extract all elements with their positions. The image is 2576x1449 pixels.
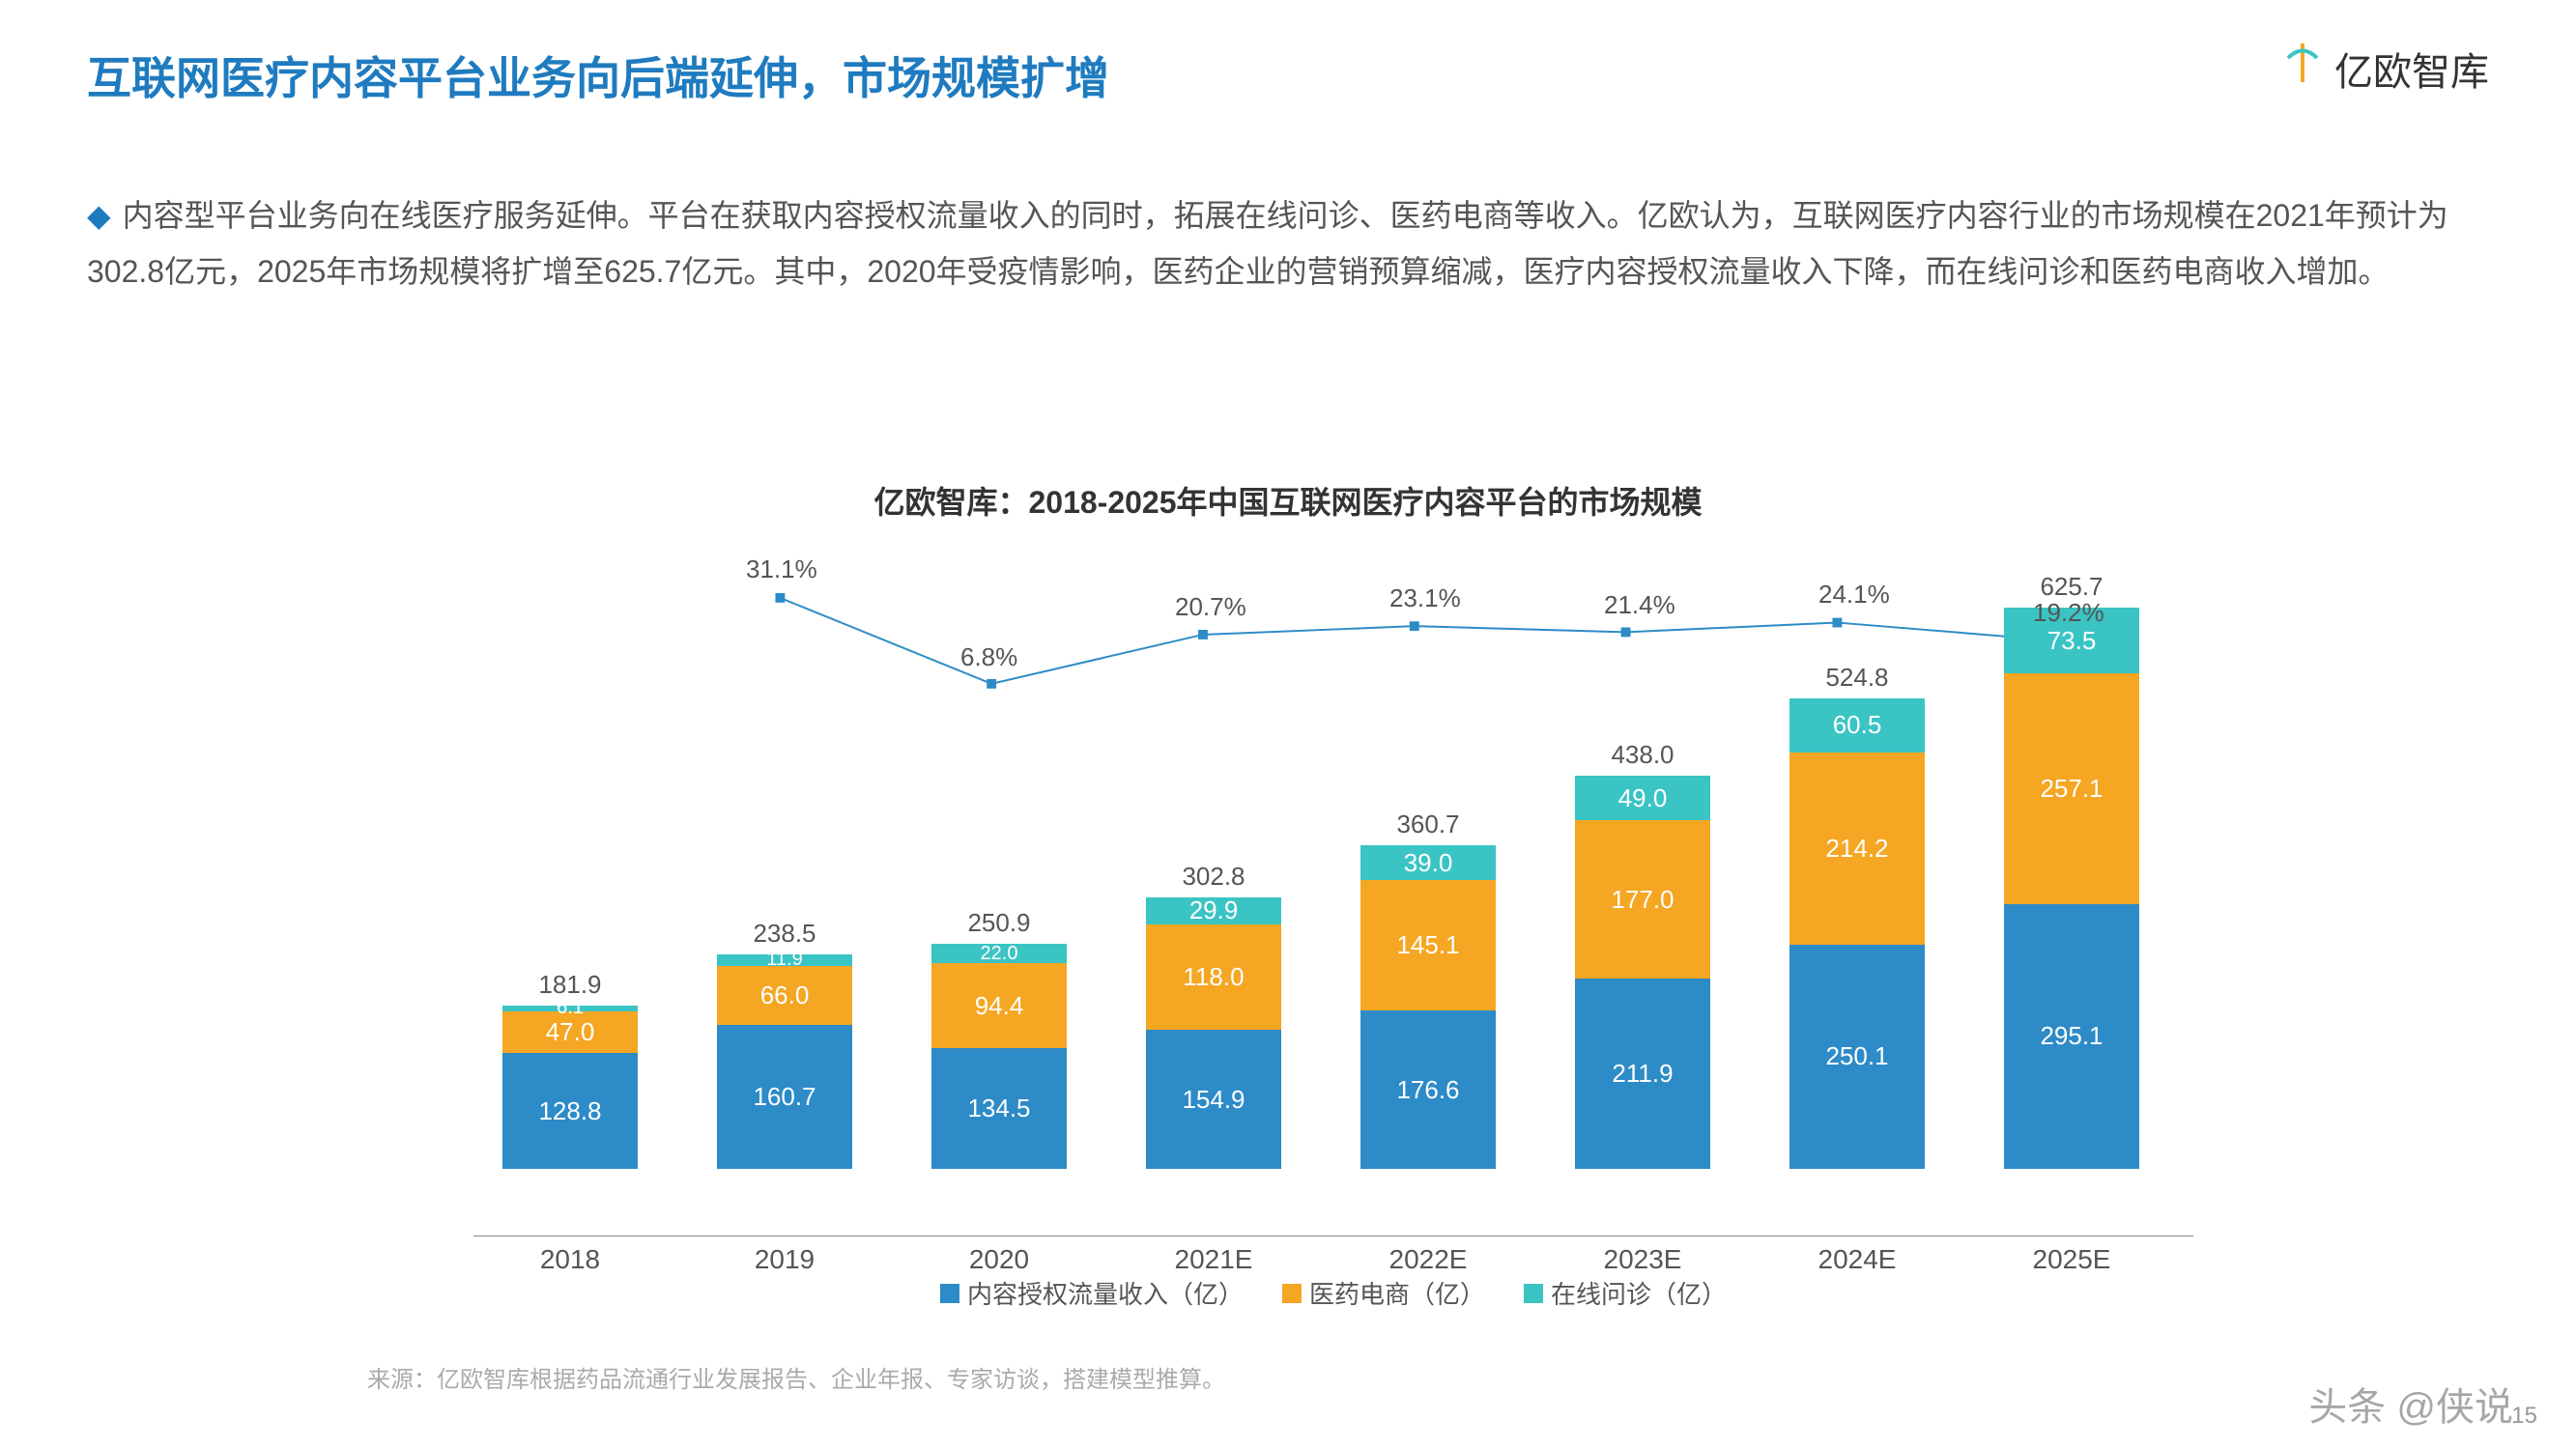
line-value-label: 24.1% [1818, 580, 1890, 610]
chart-title: 亿欧智库：2018-2025年中国互联网医疗内容平台的市场规模 [873, 478, 1702, 523]
x-axis-label: 2022E [1331, 1244, 1525, 1275]
line-marker [987, 679, 996, 689]
bar-segment: 145.1 [1360, 880, 1496, 1010]
bar-total-label: 360.7 [1360, 810, 1496, 839]
bar-group: 154.9118.029.9302.8 [1146, 897, 1281, 1169]
bar-segment: 295.1 [2004, 904, 2139, 1169]
line-value-label: 20.7% [1175, 592, 1246, 622]
bar-segment: 66.0 [717, 966, 852, 1025]
line-marker [775, 593, 785, 603]
x-axis-label: 2021E [1117, 1244, 1310, 1275]
bar-group: 211.9177.049.0438.0 [1575, 776, 1710, 1169]
bar-segment: 94.4 [931, 963, 1067, 1048]
line-marker [1832, 618, 1842, 628]
body-text: ◆内容型平台业务向在线医疗服务延伸。平台在获取内容授权流量收入的同时，拓展在线问… [87, 188, 2489, 299]
bar-segment: 134.5 [931, 1048, 1067, 1169]
bar-total-label: 181.9 [502, 970, 638, 1000]
line-value-label: 23.1% [1389, 583, 1461, 613]
bar-segment: 128.8 [502, 1053, 638, 1169]
bar-group: 134.594.422.0250.9 [931, 944, 1067, 1169]
line-value-label: 31.1% [746, 554, 817, 584]
plot-area: 128.847.06.1181.9160.766.011.9238.5134.5… [473, 541, 2193, 1236]
line-marker [1198, 630, 1208, 639]
bar-segment: 176.6 [1360, 1010, 1496, 1169]
legend-item: 在线问诊（亿） [1524, 1275, 1727, 1311]
x-axis-label: 2018 [473, 1244, 667, 1275]
bar-total-label: 524.8 [1789, 663, 1925, 693]
bar-segment: 29.9 [1146, 897, 1281, 924]
bar-segment: 160.7 [717, 1025, 852, 1169]
x-axis-label: 2024E [1760, 1244, 1954, 1275]
bar-segment: 250.1 [1789, 945, 1925, 1169]
bar-segment: 154.9 [1146, 1030, 1281, 1169]
legend-item: 医药电商（亿） [1282, 1275, 1485, 1311]
legend-swatch [940, 1284, 959, 1303]
bar-segment: 118.0 [1146, 924, 1281, 1031]
bar-segment: 39.0 [1360, 845, 1496, 880]
watermark: 头条 @侠说 [2308, 1376, 2513, 1432]
bar-group: 176.6145.139.0360.7 [1360, 845, 1496, 1169]
bar-group: 250.1214.260.5524.8 [1789, 698, 1925, 1169]
x-axis-label: 2025E [1975, 1244, 2168, 1275]
line-marker [1410, 621, 1419, 631]
legend-label: 医药电商（亿） [1309, 1275, 1485, 1311]
bar-total-label: 250.9 [931, 908, 1067, 938]
bar-total-label: 302.8 [1146, 862, 1281, 892]
line-value-label: 6.8% [960, 642, 1017, 672]
logo-text: 亿欧智库 [2334, 41, 2489, 97]
legend-label: 在线问诊（亿） [1551, 1275, 1727, 1311]
line-value-label: 19.2% [2033, 598, 2104, 628]
bar-group: 295.1257.173.5625.7 [2004, 608, 2139, 1169]
legend: 内容授权流量收入（亿） 医药电商（亿） 在线问诊（亿） [940, 1275, 1727, 1311]
legend-swatch [1282, 1284, 1302, 1303]
bar-segment: 257.1 [2004, 673, 2139, 904]
bar-segment: 11.9 [717, 954, 852, 965]
source-text: 来源：亿欧智库根据药品流通行业发展报告、企业年报、专家访谈，搭建模型推算。 [367, 1360, 1225, 1394]
bar-segment: 22.0 [931, 944, 1067, 963]
legend-label: 内容授权流量收入（亿） [967, 1275, 1244, 1311]
x-axis-label: 2019 [688, 1244, 881, 1275]
chart: 128.847.06.1181.9160.766.011.9238.5134.5… [473, 541, 2193, 1304]
line-marker [1621, 627, 1631, 637]
bar-segment: 6.1 [502, 1006, 638, 1011]
bar-segment: 60.5 [1789, 698, 1925, 753]
bar-segment: 177.0 [1575, 820, 1710, 979]
bar-total-label: 438.0 [1575, 740, 1710, 770]
x-axis-label: 2023E [1546, 1244, 1739, 1275]
bar-segment: 211.9 [1575, 979, 1710, 1169]
logo: 亿欧智库 [2278, 39, 2489, 98]
bar-group: 128.847.06.1181.9 [502, 1006, 638, 1169]
legend-swatch [1524, 1284, 1543, 1303]
bar-segment: 49.0 [1575, 776, 1710, 820]
title-area: 互联网医疗内容平台业务向后端延伸，市场规模扩增 [87, 43, 1109, 107]
body-paragraph: 内容型平台业务向在线医疗服务延伸。平台在获取内容授权流量收入的同时，拓展在线问诊… [87, 198, 2448, 289]
legend-item: 内容授权流量收入（亿） [940, 1275, 1244, 1311]
bar-segment: 214.2 [1789, 753, 1925, 945]
bar-total-label: 238.5 [717, 919, 852, 949]
logo-icon [2278, 39, 2327, 98]
page-number: 15 [2511, 1403, 2537, 1430]
bullet-diamond-icon: ◆ [87, 198, 111, 233]
bar-group: 160.766.011.9238.5 [717, 954, 852, 1169]
line-value-label: 21.4% [1604, 590, 1675, 620]
x-axis-label: 2020 [902, 1244, 1096, 1275]
page-title: 互联网医疗内容平台业务向后端延伸，市场规模扩增 [87, 43, 1109, 107]
